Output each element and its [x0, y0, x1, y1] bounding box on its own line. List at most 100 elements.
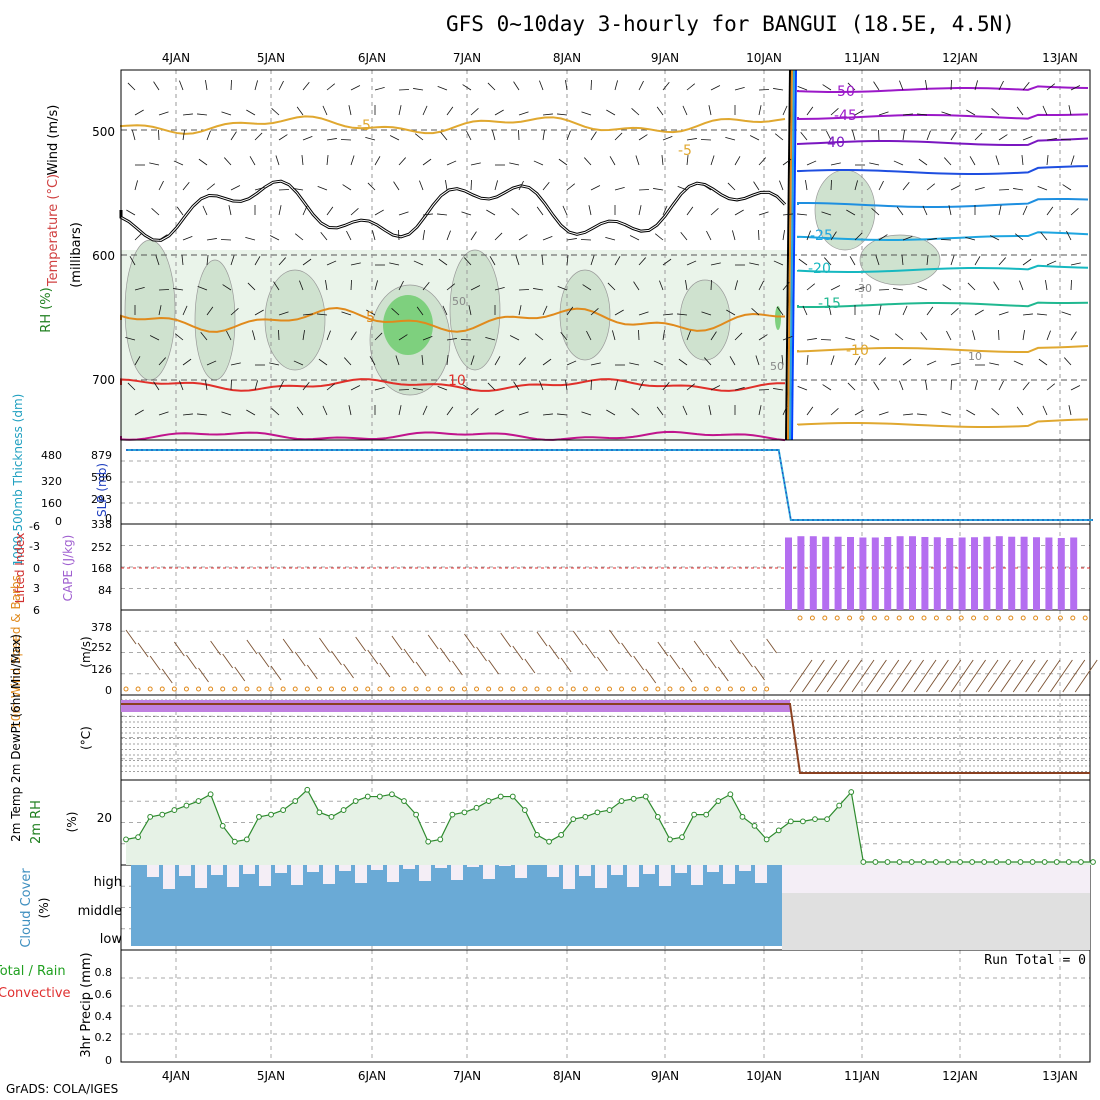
wind-barb-3 [205, 80, 208, 91]
wind-barb-359 [1070, 279, 1072, 291]
wind-barb-178 [566, 183, 576, 191]
rh2m-point-32 [509, 793, 516, 800]
wind-barb-452 [421, 355, 424, 366]
cape-bar-10 [909, 536, 916, 610]
wind-barb-105 [725, 137, 736, 141]
cloud-level-middle: middle [78, 904, 122, 919]
wind-barb-326 [273, 281, 280, 291]
wind-barb-366 [278, 311, 289, 316]
rh-fill-dry [121, 70, 790, 250]
wind-barb-78 [1042, 105, 1048, 116]
wind-barb-116 [998, 134, 1008, 141]
wind-barb-122 [173, 160, 184, 166]
temp-contour-after-1 [797, 113, 1089, 121]
wind-barb-207 [302, 205, 308, 216]
wind-barb-69 [830, 108, 839, 116]
rh2m-point-31 [497, 793, 504, 800]
cloud-high-gap-30 [611, 865, 623, 875]
wind-barb-509 [822, 384, 832, 391]
wind-barb-367 [302, 313, 313, 316]
wind-barb-387 [776, 306, 784, 316]
wind-barb-345 [734, 280, 738, 291]
rh-contour-0 [124, 239, 176, 381]
date-bottom-12JAN: 12JAN [942, 1069, 978, 1083]
wind10-barb-1 [137, 642, 149, 658]
wind-barb-269 [830, 231, 837, 241]
wind10-ytick-1: 252 [91, 641, 112, 654]
wind-barb-324 [222, 284, 232, 291]
wind-barb-161 [158, 180, 164, 191]
wind-barb-139 [584, 157, 592, 166]
wind-barb-472 [902, 358, 912, 366]
wind-barb-495 [487, 382, 496, 391]
wind-barb-476 [989, 362, 1000, 366]
rh2m-point-6 [195, 798, 202, 804]
rh-contour-4 [449, 249, 501, 371]
wind-barb-406 [278, 329, 280, 341]
wind-barb-179 [590, 185, 601, 191]
wind-barb-523 [197, 413, 208, 416]
wind10-barb-19 [355, 636, 367, 652]
wind10-barb-after-19 [1025, 659, 1048, 693]
wind-barb-372 [416, 306, 424, 316]
wind-barb-157 [1021, 155, 1024, 166]
wind10-barb-after-23 [1074, 659, 1098, 693]
wind10-speed-marker-3 [159, 686, 165, 692]
wind-barb-508 [797, 386, 808, 391]
wind-barb-287 [302, 258, 312, 266]
wind-barb-28 [797, 86, 808, 91]
wind-barb-199 [1062, 184, 1072, 191]
wind-barb-402 [174, 333, 184, 341]
wind-barb-378 [566, 306, 574, 316]
wind-barb-312 [901, 255, 904, 266]
wind-barb-343 [685, 280, 688, 291]
wind10-speed-marker-53 [764, 686, 770, 692]
rh2m-point-70 [969, 859, 976, 865]
cape-ytick-right-2: 168 [91, 562, 112, 575]
wind-barb-555 [966, 409, 976, 416]
cape-bar-18 [1008, 536, 1016, 610]
wind-barb-227 [782, 213, 793, 216]
wind-barb-296 [515, 255, 520, 266]
wind-barb-21 [638, 80, 644, 91]
rh2m-point-77 [1053, 859, 1060, 865]
wind-barb-74 [941, 111, 952, 116]
ylabel-wind10: 10m Wind Speed & Barbs [9, 575, 23, 729]
wind-barb-357 [1019, 280, 1024, 291]
wind-barb-457 [542, 358, 552, 366]
wind-barb-128 [326, 155, 329, 166]
wind-barb-558 [1042, 405, 1048, 416]
wind-barb-270 [854, 232, 863, 241]
wind-barb-441 [158, 357, 166, 366]
wind-barb-442 [182, 358, 192, 366]
wind-barb-127 [301, 155, 304, 166]
rh2m-point-27 [449, 811, 456, 818]
wind-barb-121 [149, 162, 160, 166]
cape-bar-23 [1070, 537, 1078, 610]
wind-barb-339 [582, 284, 592, 291]
cape-bar-2 [809, 536, 817, 610]
wind-barb-295 [489, 256, 496, 266]
ylabel-cloud-units: (%) [37, 898, 51, 919]
wind-barb-497 [539, 380, 544, 391]
rh2m-point-71 [981, 859, 988, 865]
contour-label-8: -20 [808, 261, 831, 277]
wind-barb-370 [366, 309, 376, 316]
rh2m-point-74 [1017, 859, 1024, 865]
ylabel-wind: Wind (m/s) [46, 105, 61, 176]
wind10-barb-16 [319, 637, 330, 653]
wind-barb-222 [662, 205, 668, 216]
wind10-speed-marker-27 [449, 686, 455, 692]
cloud-high-gap-39 [755, 865, 767, 883]
wind-barb-40 [134, 109, 144, 116]
wind-barb-453 [446, 355, 449, 366]
date-bottom-6JAN: 6JAN [358, 1069, 386, 1083]
wind-barb-167 [293, 188, 304, 191]
wind-barb-25 [734, 87, 745, 91]
temp-contour-after-8 [797, 345, 1089, 353]
wind-barb-200 [126, 209, 136, 216]
wind-barb-317 [1022, 258, 1032, 266]
wind10-barb-after-11 [926, 659, 949, 693]
rh2m-point-10 [243, 836, 250, 843]
rh2m-point-78 [1065, 859, 1072, 865]
